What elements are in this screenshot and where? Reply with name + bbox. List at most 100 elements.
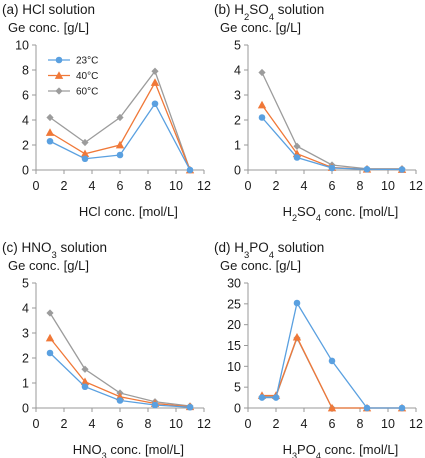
panel-title: (b) H2SO4 solution [214,2,324,23]
series-line [261,104,403,171]
data-point [363,165,371,173]
y-tick-label: 1 [234,139,241,153]
x-tick-label: 4 [301,179,308,193]
series-23c [258,114,406,173]
data-point [116,397,124,404]
y-tick-label: 2 [234,114,241,128]
x-tick-label: 12 [197,179,211,193]
x-tick-label: 12 [409,417,423,431]
data-point [293,154,301,161]
y-tick-label: 3 [22,327,29,341]
panel-title-part: SO [249,2,269,17]
x-tick-label: 2 [273,417,280,431]
y-tick-label: 5 [234,381,241,395]
data-point [258,68,266,77]
y-axis-label: Ge conc. [g/L] [8,258,89,273]
panel-title-part: PO [249,240,269,255]
y-axis-label: Ge conc. [g/L] [220,20,301,35]
panel-title-part: (b) H [214,2,244,17]
x-tick-label: 0 [33,417,40,431]
x-axis-label-part: 4 [316,213,321,223]
x-axis-label: H3PO4 conc. [mol/L] [283,442,399,458]
x-tick-label: 8 [145,179,152,193]
panel-title-part: 3 [244,250,249,261]
y-tick-label: 3 [234,89,241,103]
x-axis-label-part: PO [297,442,316,457]
panel-title-part: (a) HCl solution [2,2,95,17]
x-tick-label: 0 [33,179,40,193]
data-point [116,113,124,122]
y-tick-label: 6 [22,89,29,103]
y-tick-label: 2 [22,139,29,153]
series-line [261,72,402,170]
data-point [292,332,302,341]
x-axis-label-part: HCl conc. [mol/L] [79,204,178,219]
legend-entry-label: 60°C [76,87,98,98]
data-point [258,394,266,401]
data-point [115,140,125,149]
x-tick-label: 6 [329,417,336,431]
data-point [46,349,54,357]
x-axis-label: H2SO4 conc. [mol/L] [283,204,399,223]
y-tick-label: 4 [234,64,241,78]
x-axis-label-part: H [283,204,292,219]
x-axis-label-part: HNO [73,442,102,457]
x-axis-label: HCl conc. [mol/L] [79,204,178,219]
x-axis-label-part: H [283,442,292,457]
data-point [81,365,89,373]
x-tick-label: 4 [301,417,308,431]
y-tick-label: 0 [234,402,241,416]
data-point [257,100,267,109]
x-tick-label: 2 [273,179,280,193]
panel-title-part: (c) HNO [2,240,52,255]
x-tick-label: 6 [117,179,124,193]
panel-title-part: 2 [244,12,249,23]
data-point [151,100,159,108]
y-tick-label: 15 [227,339,241,353]
data-point [328,164,336,172]
x-tick-label: 8 [145,417,152,431]
y-tick-label: 5 [234,39,241,53]
data-point [327,403,337,412]
x-tick-label: 10 [381,179,395,193]
data-point [293,142,301,150]
data-point [80,377,90,386]
data-point [46,113,54,122]
data-point [363,404,371,412]
legend-entry-label: 23°C [76,56,98,67]
panel-title-part: 4 [269,12,274,23]
x-axis-label-part: SO [297,204,316,219]
legend-marker [54,71,64,79]
y-tick-label: 1 [22,377,29,391]
y-tick-label: 4 [22,114,29,128]
y-tick-label: 2 [22,352,29,366]
panel-title: (d) H3PO4 solution [214,240,324,261]
y-tick-label: 8 [22,64,29,78]
data-point [398,166,406,173]
y-tick-label: 0 [234,164,241,178]
legend-entry-label: 40°C [76,71,98,82]
panel-title-part: 4 [269,250,274,261]
data-point [45,333,55,342]
x-axis-label-part: 3 [102,451,107,458]
panel-title-part: (d) H [214,240,244,255]
data-point [328,357,336,365]
data-point [116,151,124,159]
series-line [262,335,402,409]
x-axis-label-part: conc. [mol/L] [107,442,184,457]
series-23c [258,299,406,412]
series-60c [258,334,406,412]
data-point [81,155,89,163]
x-tick-label: 0 [245,179,252,193]
x-tick-label: 12 [197,417,211,431]
x-tick-label: 8 [357,179,364,193]
x-axis-label-part: conc. [mol/L] [321,204,398,219]
series-23c [46,349,194,411]
y-tick-label: 4 [22,302,29,316]
x-tick-label: 10 [169,417,183,431]
x-tick-label: 2 [61,179,68,193]
panel-title-part: solution [274,240,324,255]
legend-marker [55,56,63,64]
